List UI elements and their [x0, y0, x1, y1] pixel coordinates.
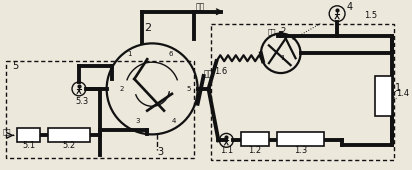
Text: 1: 1 — [396, 83, 402, 93]
Text: 5.3: 5.3 — [75, 97, 89, 106]
Bar — [375, 76, 391, 116]
Text: 5: 5 — [187, 86, 191, 92]
Text: 2: 2 — [119, 86, 124, 92]
Bar — [6, 61, 194, 158]
Bar — [48, 129, 90, 142]
Text: 进样: 进样 — [268, 29, 276, 35]
Text: 1.2: 1.2 — [248, 146, 262, 155]
Bar — [211, 24, 395, 160]
Text: 1.3: 1.3 — [294, 146, 307, 155]
Text: 5: 5 — [13, 61, 19, 71]
Text: 4: 4 — [172, 117, 176, 124]
Text: 2: 2 — [280, 28, 286, 37]
Bar — [16, 129, 40, 142]
Text: 废液: 废液 — [204, 69, 213, 78]
Text: 废液: 废液 — [3, 128, 11, 135]
Text: 4: 4 — [347, 2, 353, 12]
Bar — [277, 132, 324, 146]
Text: 3: 3 — [135, 117, 140, 124]
Text: 废液: 废液 — [196, 3, 205, 12]
Text: 1.6: 1.6 — [215, 67, 228, 76]
Text: 1: 1 — [127, 51, 132, 57]
Text: 5.1: 5.1 — [22, 141, 35, 150]
Text: 5.2: 5.2 — [63, 141, 76, 150]
Text: 1: 1 — [281, 55, 285, 61]
Text: 6: 6 — [169, 51, 173, 57]
Text: 3: 3 — [157, 147, 163, 157]
Bar — [241, 132, 269, 146]
Text: 1.1: 1.1 — [220, 146, 233, 155]
Text: 2: 2 — [144, 23, 151, 33]
Text: 1.5: 1.5 — [364, 11, 377, 20]
Text: 1.4: 1.4 — [396, 89, 410, 98]
